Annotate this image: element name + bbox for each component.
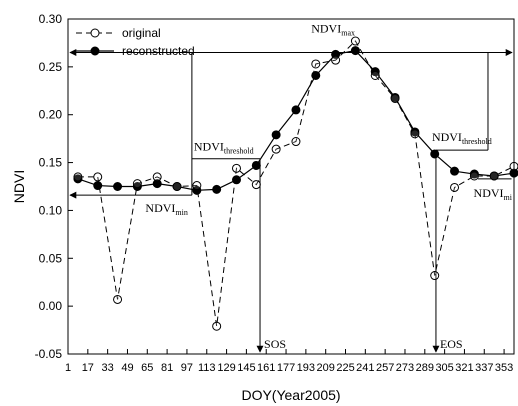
x-tick-label: 17: [82, 362, 94, 374]
original-point: [311, 59, 321, 69]
plot-frame: [67, 18, 515, 355]
x-tick-label: 65: [141, 362, 153, 374]
y-tick-label: 0.30: [39, 12, 63, 26]
x-tick-label: 129: [217, 362, 235, 374]
x-tick-label: 257: [376, 362, 394, 374]
original-point: [370, 70, 380, 80]
x-tick-label: 1: [65, 362, 71, 374]
reconstructed-point: [251, 160, 261, 170]
x-tick-label: 81: [161, 362, 173, 374]
original-point: [390, 93, 400, 103]
reconstructed-point: [212, 184, 222, 194]
reconstructed-point: [430, 149, 440, 159]
x-tick-label: 145: [237, 362, 255, 374]
reconstructed-point: [450, 166, 460, 176]
legend: original reconstructed: [76, 26, 195, 58]
annotation-layer: NDVImaxNDVIminNDVIthresholdNDVIthreshold…: [69, 22, 513, 353]
y-tick-label: -0.05: [35, 347, 63, 361]
original-point: [271, 144, 281, 154]
original-point: [212, 321, 222, 331]
ndvi-max-label-base: NDVI: [311, 22, 341, 36]
legend-reconstructed-label: reconstructed: [122, 44, 195, 58]
y-tick-label: 0.10: [39, 203, 63, 217]
x-tick-label: 289: [416, 362, 434, 374]
reconstructed-point: [132, 182, 142, 191]
x-tick-label: 225: [336, 362, 354, 374]
x-tick-label: 161: [257, 362, 275, 374]
original-point: [331, 55, 341, 65]
x-tick-label: 33: [102, 362, 114, 374]
threshold-right-label-base: NDVI: [432, 130, 462, 144]
original-point: [469, 171, 479, 181]
y-tick-label: 0.00: [39, 299, 63, 313]
reconstructed-point: [311, 70, 321, 80]
original-point: [93, 172, 103, 182]
threshold-left-label: NDVIthreshold: [194, 140, 254, 156]
y-tick-label: 0.05: [39, 251, 63, 265]
series-reconstructed-line: [77, 49, 515, 191]
original-point: [430, 271, 440, 281]
sos-label: SOS: [264, 337, 286, 351]
axes: -0.05 0.00 0.05 0.10 0.15 0.20 0.25 0.30 1 17 33 49…: [11, 12, 515, 403]
original-point: [113, 294, 123, 304]
threshold-right-label-sub: threshold: [462, 137, 492, 146]
ndvi-max-label: NDVImax: [311, 22, 355, 38]
x-tick-label: 97: [181, 362, 193, 374]
reconstructed-point: [350, 46, 360, 56]
original-point: [172, 182, 182, 191]
threshold-left-label-base: NDVI: [194, 140, 224, 154]
x-tick-label: 209: [317, 362, 335, 374]
original-point: [410, 129, 420, 139]
original-point: [132, 179, 142, 189]
original-point: [152, 172, 162, 182]
reconstructed-point: [113, 182, 123, 191]
reconstructed-point: [271, 130, 281, 140]
x-tick-label: 321: [455, 362, 473, 374]
threshold-left-label-sub: threshold: [224, 147, 254, 156]
x-tick-label: 177: [277, 362, 295, 374]
ndvi-max-label-sub: max: [341, 29, 355, 38]
reconstructed-point: [152, 179, 162, 189]
y-tick-label: 0.15: [39, 156, 63, 170]
reconstructed-point: [291, 105, 301, 115]
ndvi-min-right-label-sub: mi: [504, 193, 513, 202]
x-tick-label: 305: [435, 362, 453, 374]
threshold-right-label: NDVIthreshold: [432, 130, 492, 146]
reconstructed-point: [231, 175, 241, 185]
original-point: [489, 171, 499, 181]
y-tick-label: 0.25: [39, 60, 63, 74]
legend-reconstructed-marker: [90, 46, 100, 56]
x-tick-label: 273: [396, 362, 414, 374]
legend-original-marker: [90, 28, 100, 38]
series-original-line: [77, 40, 515, 327]
x-tick-label: 337: [475, 362, 493, 374]
legend-original-label: original: [122, 26, 161, 40]
ndvi-min-right-label: NDVImi: [474, 186, 513, 202]
x-tick-label: 49: [121, 362, 133, 374]
original-point: [291, 137, 301, 147]
x-tick-label: 113: [198, 362, 216, 374]
ndvi-min-label-sub: min: [175, 208, 187, 217]
y-tick-label: 0.20: [39, 108, 63, 122]
x-tick-label: 193: [297, 362, 315, 374]
original-point: [73, 172, 83, 182]
ndvi-min-right-label-base: NDVI: [474, 186, 504, 200]
y-axis-label: NDVI: [11, 170, 27, 203]
eos-label: EOS: [440, 337, 463, 351]
original-point: [192, 181, 202, 191]
original-point: [251, 180, 261, 190]
original-point: [231, 163, 241, 173]
series-layer: [73, 36, 518, 331]
x-axis-label: DOY(Year2005): [241, 387, 340, 403]
reconstructed-point: [93, 181, 103, 191]
x-tick-label: 241: [356, 362, 374, 374]
original-point: [350, 36, 360, 46]
reconstructed-point: [192, 185, 202, 195]
original-point: [450, 182, 460, 192]
ndvi-min-label: NDVImin: [145, 201, 187, 217]
ndvi-min-label-base: NDVI: [145, 201, 175, 215]
x-tick-label: 353: [495, 362, 513, 374]
